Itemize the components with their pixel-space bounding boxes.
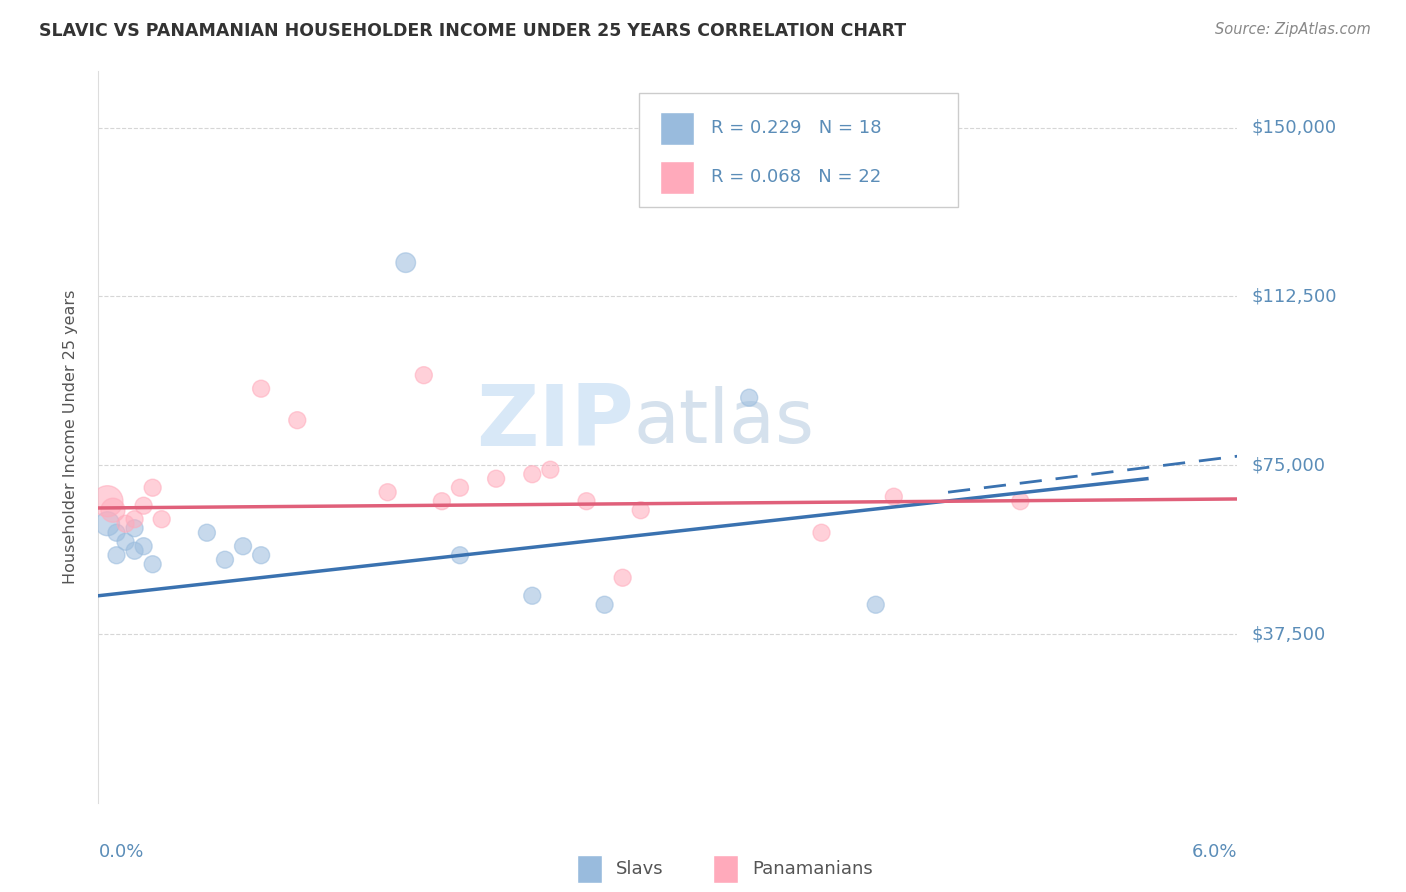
Point bbox=[630, 503, 652, 517]
Point bbox=[114, 534, 136, 549]
Point bbox=[232, 539, 254, 553]
Point bbox=[101, 503, 124, 517]
Point bbox=[575, 494, 598, 508]
Point bbox=[132, 499, 155, 513]
Point bbox=[132, 539, 155, 553]
Point bbox=[377, 485, 399, 500]
Point bbox=[142, 481, 165, 495]
Text: $75,000: $75,000 bbox=[1251, 456, 1326, 475]
Point bbox=[1010, 494, 1032, 508]
Point bbox=[124, 543, 146, 558]
Text: R = 0.068   N = 22: R = 0.068 N = 22 bbox=[711, 169, 882, 186]
Y-axis label: Householder Income Under 25 years: Householder Income Under 25 years bbox=[63, 290, 77, 584]
Point bbox=[449, 481, 471, 495]
Bar bbox=[659, 112, 695, 145]
Point bbox=[522, 467, 544, 482]
Text: atlas: atlas bbox=[634, 386, 814, 459]
Point bbox=[738, 391, 761, 405]
Point bbox=[485, 472, 508, 486]
Point bbox=[96, 516, 118, 531]
Point bbox=[250, 382, 273, 396]
Point bbox=[810, 525, 832, 540]
Point bbox=[593, 598, 616, 612]
Bar bbox=[576, 855, 602, 882]
Point bbox=[150, 512, 173, 526]
Point bbox=[285, 413, 308, 427]
Text: $112,500: $112,500 bbox=[1251, 287, 1337, 305]
Point bbox=[105, 548, 128, 562]
Text: 6.0%: 6.0% bbox=[1192, 843, 1237, 861]
Text: $150,000: $150,000 bbox=[1251, 119, 1336, 136]
Point bbox=[124, 521, 146, 535]
Point bbox=[412, 368, 434, 383]
Point bbox=[522, 589, 544, 603]
Point bbox=[124, 512, 146, 526]
Text: Slavs: Slavs bbox=[616, 860, 664, 878]
Point bbox=[430, 494, 453, 508]
Point bbox=[105, 525, 128, 540]
Point bbox=[142, 558, 165, 572]
Text: Source: ZipAtlas.com: Source: ZipAtlas.com bbox=[1215, 22, 1371, 37]
Point bbox=[195, 525, 218, 540]
Bar bbox=[659, 161, 695, 194]
Bar bbox=[713, 855, 738, 882]
Text: SLAVIC VS PANAMANIAN HOUSEHOLDER INCOME UNDER 25 YEARS CORRELATION CHART: SLAVIC VS PANAMANIAN HOUSEHOLDER INCOME … bbox=[39, 22, 907, 40]
Point bbox=[449, 548, 471, 562]
Text: ZIP: ZIP bbox=[477, 381, 634, 464]
Point bbox=[114, 516, 136, 531]
Point bbox=[250, 548, 273, 562]
Point bbox=[612, 571, 634, 585]
Text: Panamanians: Panamanians bbox=[752, 860, 873, 878]
Point bbox=[214, 553, 236, 567]
Point bbox=[538, 463, 561, 477]
Point bbox=[96, 494, 118, 508]
Text: 0.0%: 0.0% bbox=[98, 843, 143, 861]
Point bbox=[865, 598, 887, 612]
Text: R = 0.229   N = 18: R = 0.229 N = 18 bbox=[711, 120, 882, 137]
Text: $37,500: $37,500 bbox=[1251, 625, 1326, 643]
Point bbox=[395, 255, 418, 269]
Point bbox=[883, 490, 905, 504]
FancyBboxPatch shape bbox=[640, 94, 959, 207]
